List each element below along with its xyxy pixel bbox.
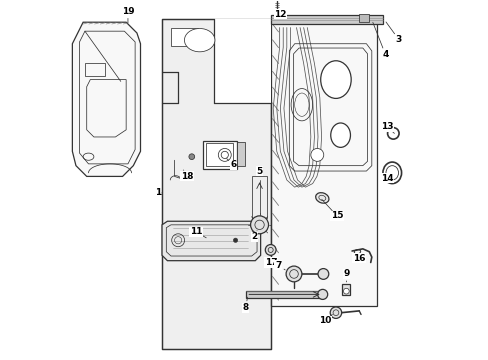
Circle shape [317,289,327,300]
Circle shape [329,307,341,319]
Text: 9: 9 [343,269,349,278]
Bar [359,14,368,22]
Text: 5: 5 [256,167,262,176]
Text: 1: 1 [154,188,161,197]
Circle shape [285,266,301,282]
Circle shape [188,154,194,159]
Circle shape [265,244,276,255]
Polygon shape [162,221,260,261]
Ellipse shape [315,193,328,203]
Text: 13: 13 [380,122,393,131]
Bar [162,19,271,348]
Circle shape [310,148,323,161]
Circle shape [317,269,328,279]
Text: 2: 2 [250,232,257,241]
Text: 7: 7 [274,261,281,270]
Text: 12: 12 [274,10,286,19]
Circle shape [250,216,268,234]
Polygon shape [214,19,271,103]
Bar [205,143,232,166]
Text: 18: 18 [181,172,193,181]
Text: 8: 8 [242,303,248,312]
Bar [271,22,376,306]
Ellipse shape [320,61,350,98]
Bar [171,28,198,45]
Text: 4: 4 [382,50,388,59]
Circle shape [343,288,348,294]
Bar [85,63,104,76]
Text: 17: 17 [264,258,277,267]
Circle shape [233,238,237,242]
Ellipse shape [184,28,214,52]
Bar [252,176,266,218]
Polygon shape [72,22,140,176]
Bar [237,142,244,166]
Text: 16: 16 [352,254,365,263]
Bar [342,284,349,295]
Text: 11: 11 [189,228,202,237]
Text: 19: 19 [122,7,134,16]
Text: 6: 6 [230,161,236,170]
Bar [271,15,382,24]
Text: 14: 14 [380,174,393,183]
Ellipse shape [330,123,350,147]
Bar [246,291,323,298]
Text: 15: 15 [330,211,343,220]
Text: 10: 10 [318,316,331,325]
Text: 3: 3 [395,35,401,44]
Bar [203,140,237,169]
